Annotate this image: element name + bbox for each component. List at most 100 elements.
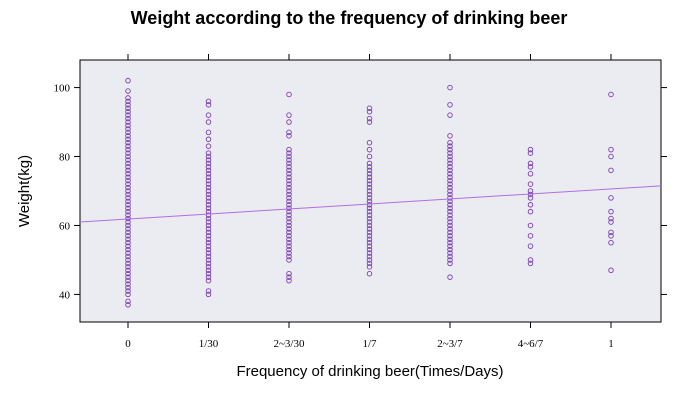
data-point-0-31 xyxy=(125,191,131,198)
data-point-2-12 xyxy=(286,226,292,232)
data-point-0-12 xyxy=(125,257,131,263)
data-point-1-35 xyxy=(205,164,212,170)
data-point-6-2 xyxy=(608,233,614,239)
chart-title: Weight according to the frequency of dri… xyxy=(131,8,568,28)
data-point-4-1 xyxy=(447,260,453,267)
data-point-0-41 xyxy=(125,157,131,163)
data-point-0-10 xyxy=(125,264,131,270)
data-point-0-51 xyxy=(125,122,131,129)
data-point-0-39 xyxy=(125,164,131,170)
data-points xyxy=(125,77,614,308)
data-point-5-0 xyxy=(527,260,534,267)
data-point-0-58 xyxy=(125,98,131,105)
data-point-1-1 xyxy=(205,288,212,294)
data-point-3-26 xyxy=(366,177,373,184)
data-point-0-29 xyxy=(125,198,131,205)
data-point-3-5 xyxy=(366,250,373,256)
data-point-4-9 xyxy=(447,233,453,239)
data-point-2-2 xyxy=(286,270,292,277)
data-point-0-47 xyxy=(125,136,131,143)
data-point-6-8 xyxy=(608,167,614,174)
data-point-0-43 xyxy=(125,150,131,156)
data-point-2-15 xyxy=(286,215,292,222)
data-point-0-14 xyxy=(125,250,131,256)
data-point-3-2 xyxy=(366,260,373,267)
data-point-1-39 xyxy=(205,150,212,156)
data-point-0-23 xyxy=(125,219,131,225)
data-point-1-14 xyxy=(205,236,212,243)
y-axis: 40 60 80 100 xyxy=(54,83,667,301)
data-point-0-61 xyxy=(125,77,131,84)
data-point-1-30 xyxy=(205,181,212,187)
data-point-0-42 xyxy=(125,153,131,160)
data-point-4-26 xyxy=(447,174,453,180)
data-point-1-11 xyxy=(205,246,212,253)
data-point-2-21 xyxy=(286,195,292,201)
data-point-0-4 xyxy=(125,284,131,291)
data-point-0-3 xyxy=(125,288,131,294)
data-point-4-23 xyxy=(447,184,453,191)
data-point-1-7 xyxy=(205,260,212,267)
data-point-1-25 xyxy=(205,198,212,205)
data-point-0-52 xyxy=(125,119,131,125)
data-point-1-13 xyxy=(205,239,212,246)
y-axis-label: Weight(kg) xyxy=(16,155,33,227)
data-point-0-32 xyxy=(125,188,131,194)
data-point-4-36 xyxy=(447,139,453,146)
data-point-1-16 xyxy=(205,229,212,236)
data-point-0-49 xyxy=(125,129,131,136)
data-point-5-4 xyxy=(527,222,534,229)
data-point-0-16 xyxy=(125,243,131,249)
data-point-1-21 xyxy=(205,212,212,218)
data-point-2-11 xyxy=(286,229,292,236)
data-point-1-23 xyxy=(205,205,212,211)
data-point-0-19 xyxy=(125,233,131,239)
regression-line xyxy=(79,185,662,223)
data-point-5-11 xyxy=(527,171,534,177)
data-point-6-3 xyxy=(608,229,614,236)
data-point-4-2 xyxy=(447,257,453,263)
data-point-4-35 xyxy=(447,143,453,149)
data-point-4-17 xyxy=(447,205,453,211)
data-point-3-29 xyxy=(366,167,373,174)
data-point-5-13 xyxy=(527,160,534,167)
data-point-3-4 xyxy=(366,253,373,260)
data-point-0-30 xyxy=(125,195,131,201)
data-point-1-46 xyxy=(205,98,212,105)
data-point-3-13 xyxy=(366,222,373,229)
data-point-4-7 xyxy=(447,239,453,246)
data-point-2-36 xyxy=(286,133,292,139)
data-point-3-14 xyxy=(366,219,373,225)
data-point-1-41 xyxy=(205,136,212,143)
data-point-0-18 xyxy=(125,236,131,243)
data-point-6-9 xyxy=(608,153,614,160)
data-point-6-4 xyxy=(608,219,614,225)
data-point-0-37 xyxy=(125,171,131,177)
x-tick-label-4: 2~3/7 xyxy=(437,338,463,350)
data-point-3-11 xyxy=(366,229,373,236)
data-point-2-9 xyxy=(286,236,292,243)
data-point-3-32 xyxy=(366,153,373,160)
data-point-2-3 xyxy=(286,257,292,263)
data-point-3-16 xyxy=(366,212,373,218)
data-point-1-37 xyxy=(205,157,212,163)
data-point-5-9 xyxy=(527,188,534,194)
data-point-0-40 xyxy=(125,160,131,167)
data-point-1-4 xyxy=(205,270,212,277)
data-point-2-18 xyxy=(286,205,292,211)
data-point-3-35 xyxy=(366,119,373,125)
data-point-1-20 xyxy=(205,215,212,222)
data-point-5-3 xyxy=(527,233,534,239)
x-tick-label-3: 1/7 xyxy=(362,338,377,350)
data-point-2-7 xyxy=(286,243,292,249)
data-point-0-50 xyxy=(125,126,131,132)
data-point-3-8 xyxy=(366,239,373,246)
data-point-3-6 xyxy=(366,246,373,253)
data-point-3-27 xyxy=(366,174,373,180)
data-point-4-29 xyxy=(447,164,453,170)
data-point-1-29 xyxy=(205,184,212,191)
data-point-1-15 xyxy=(205,233,212,239)
data-point-1-26 xyxy=(205,195,212,201)
data-point-3-33 xyxy=(366,146,373,153)
data-point-5-6 xyxy=(527,202,534,208)
